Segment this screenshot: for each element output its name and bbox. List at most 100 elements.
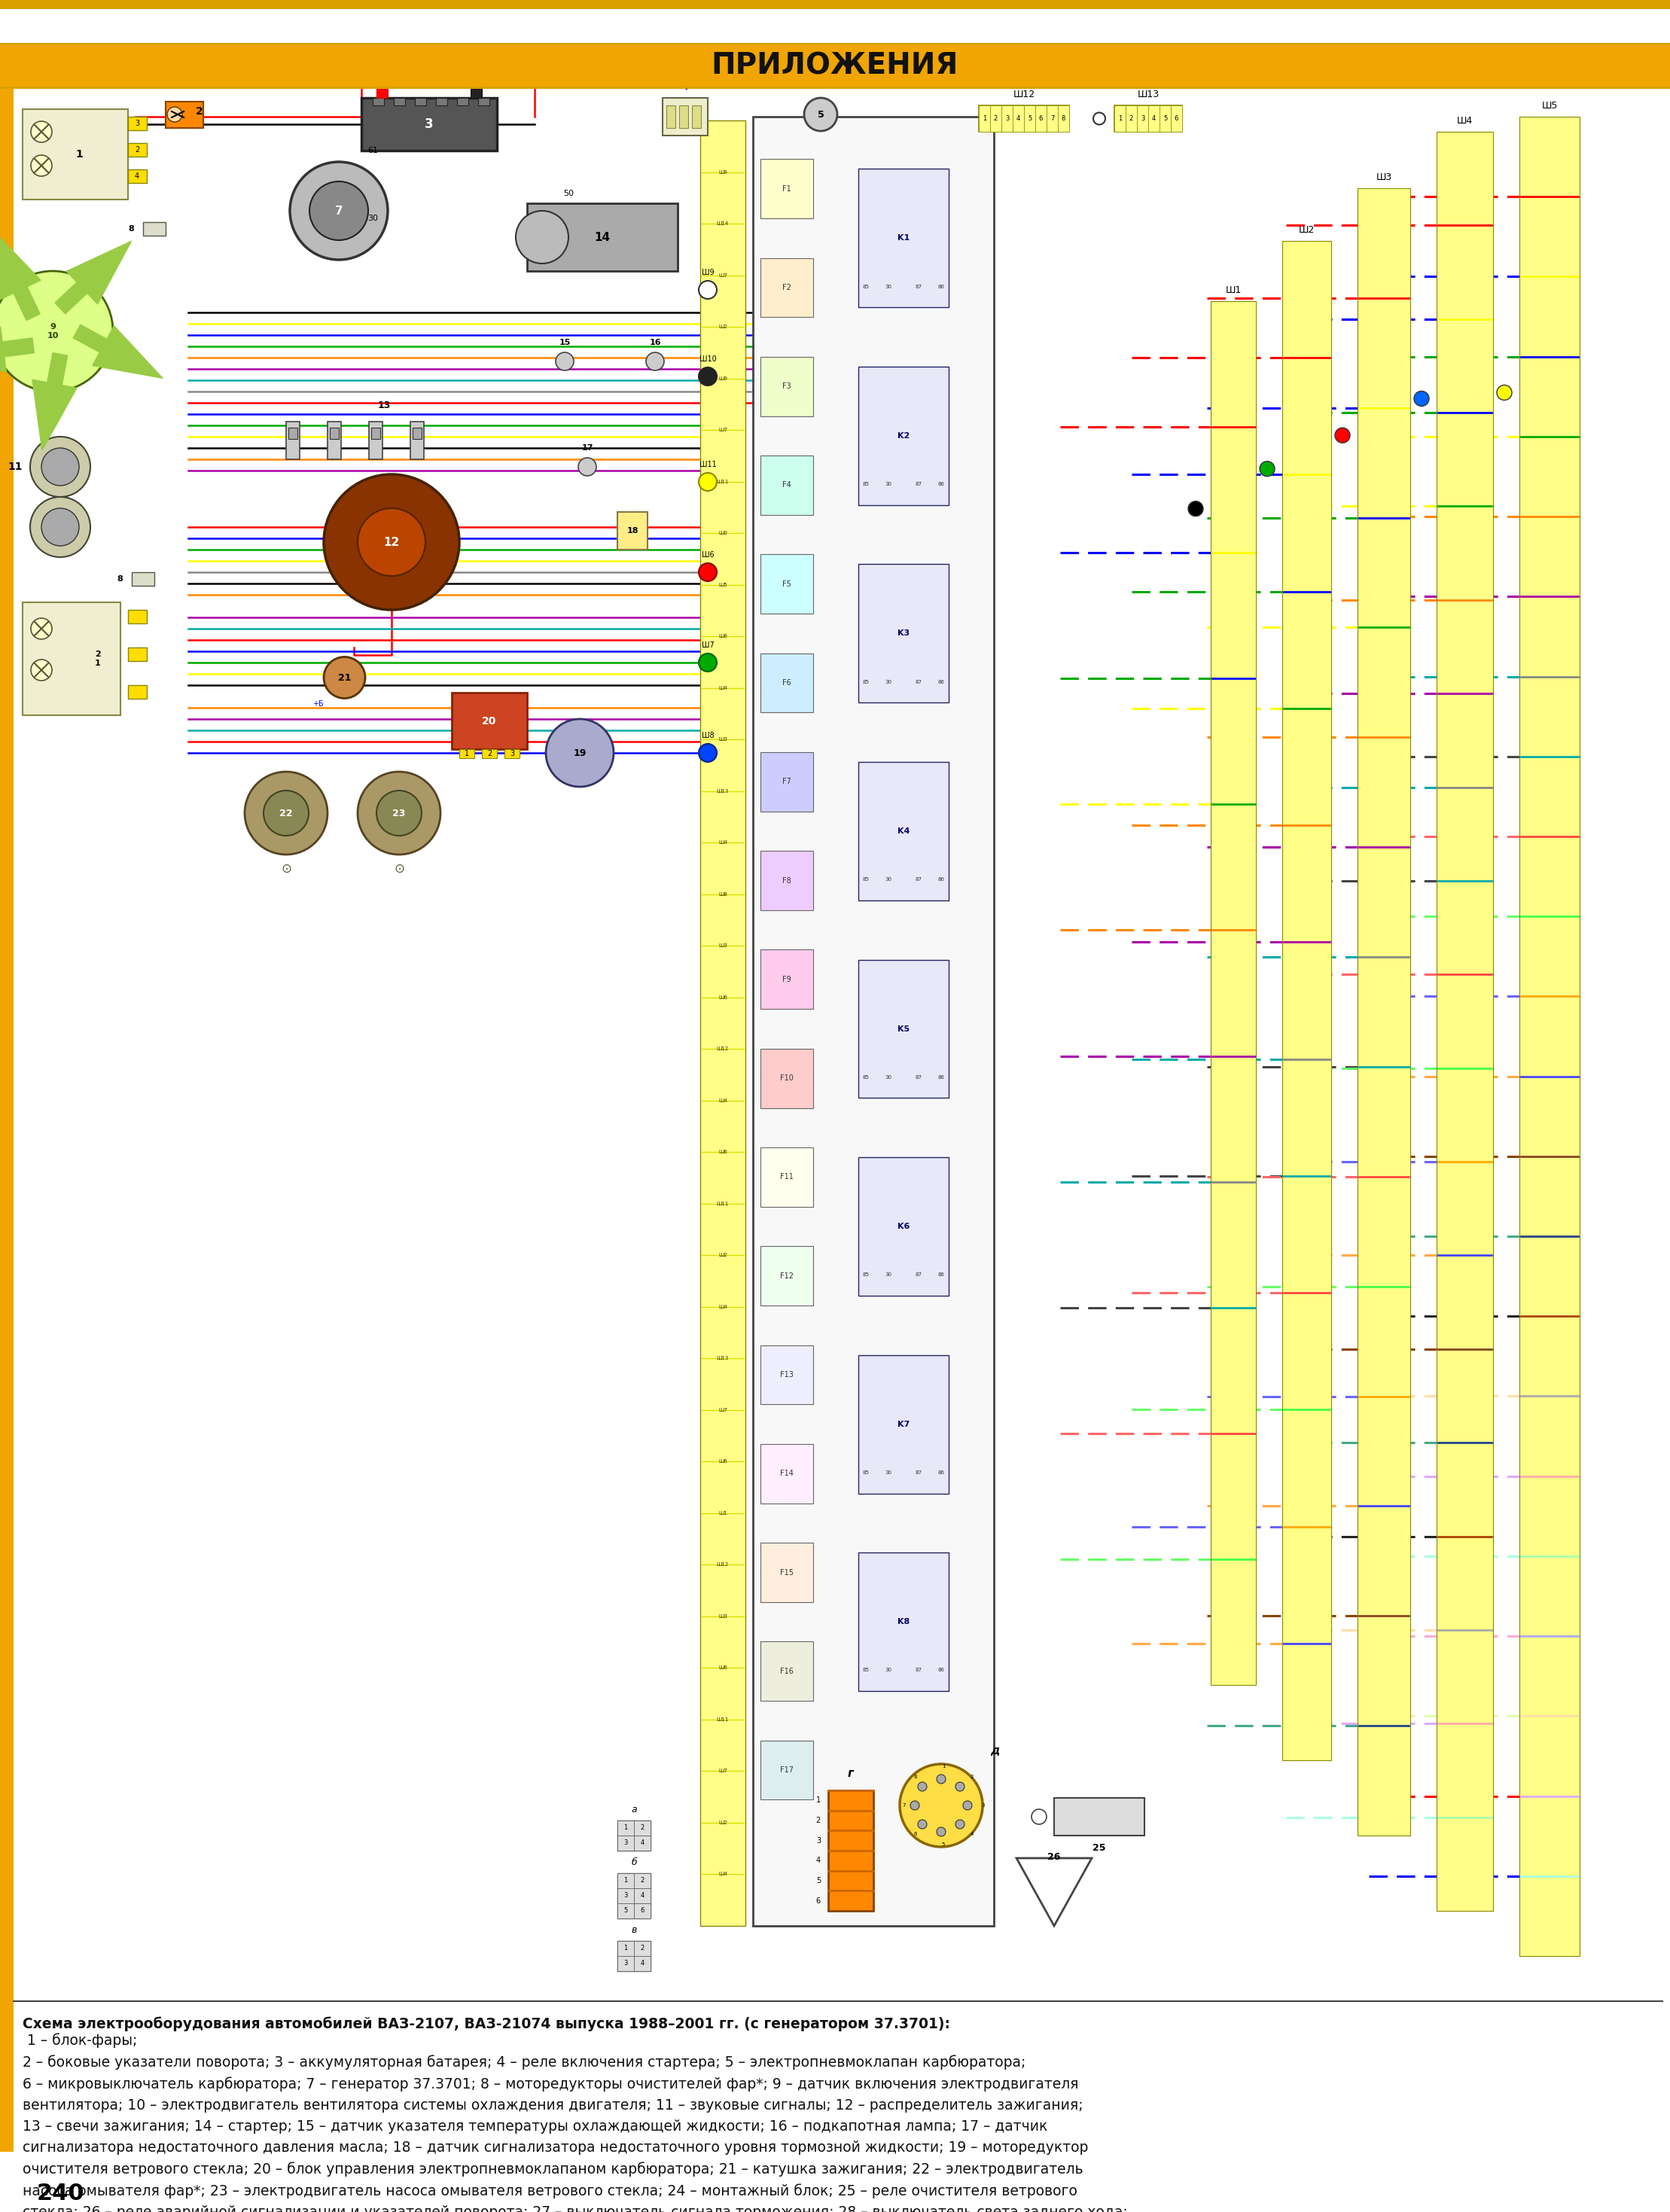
Circle shape — [910, 1801, 919, 1809]
Text: 5: 5 — [1164, 115, 1167, 122]
Text: Ш4: Ш4 — [718, 1305, 726, 1310]
Text: 1: 1 — [817, 1796, 820, 1805]
Circle shape — [42, 449, 78, 487]
Text: 4: 4 — [970, 1832, 974, 1836]
Bar — [129, 170, 147, 184]
Bar — [458, 97, 468, 106]
Bar — [760, 1245, 813, 1305]
Text: 1: 1 — [623, 1825, 628, 1832]
Bar — [635, 1955, 651, 1971]
Bar — [760, 555, 813, 613]
FancyArrow shape — [55, 241, 132, 314]
Text: 3: 3 — [1005, 115, 1009, 122]
Text: Ш6: Ш6 — [718, 635, 726, 639]
Text: 5: 5 — [817, 1878, 820, 1885]
Text: 50: 50 — [563, 190, 574, 197]
Text: 4: 4 — [640, 1960, 645, 1966]
Circle shape — [324, 657, 366, 699]
Bar — [618, 1836, 635, 1851]
Text: Ш3: Ш3 — [718, 737, 726, 741]
Text: 85: 85 — [862, 482, 868, 487]
Text: 30: 30 — [885, 878, 892, 883]
Text: 240: 240 — [37, 2183, 84, 2203]
Bar — [858, 761, 949, 900]
Text: K7: K7 — [897, 1420, 910, 1429]
Circle shape — [245, 772, 327, 854]
Text: Ш13: Ш13 — [1137, 91, 1159, 100]
Bar — [858, 1157, 949, 1296]
Bar — [828, 1790, 873, 1911]
Bar — [1159, 106, 1171, 133]
Text: 87: 87 — [915, 1668, 922, 1672]
Text: F10: F10 — [780, 1075, 793, 1082]
Text: 61: 61 — [367, 146, 377, 155]
Bar — [635, 1902, 651, 1918]
Text: 6: 6 — [913, 1832, 917, 1836]
Text: 20: 20 — [483, 717, 496, 726]
Text: +Б: +Б — [312, 701, 324, 708]
Bar — [471, 86, 483, 97]
Bar — [760, 159, 813, 219]
Bar — [618, 1889, 635, 1902]
Bar — [618, 1955, 635, 1971]
Text: Ш7: Ш7 — [718, 1407, 726, 1411]
Circle shape — [324, 473, 459, 611]
Text: Ш7: Ш7 — [718, 272, 726, 276]
Bar — [327, 422, 341, 460]
Text: 5: 5 — [623, 1907, 628, 1913]
Bar — [165, 102, 204, 128]
Text: 1 – блок-фары;
2 – боковые указатели поворота; 3 – аккумуляторная батарея; 4 – р: 1 – блок-фары; 2 – боковые указатели пов… — [23, 2033, 1127, 2212]
Text: 30: 30 — [885, 1471, 892, 1475]
Text: F5: F5 — [782, 580, 792, 588]
Text: 4: 4 — [681, 82, 688, 93]
Bar — [411, 422, 424, 460]
Text: Ш9: Ш9 — [701, 270, 715, 276]
Circle shape — [900, 1763, 982, 1847]
Bar — [858, 960, 949, 1097]
Text: в: в — [631, 1924, 636, 1936]
Text: 3: 3 — [509, 750, 514, 757]
Text: 1: 1 — [982, 115, 987, 122]
Text: K4: K4 — [897, 827, 910, 834]
Bar — [990, 106, 1002, 133]
Text: K3: K3 — [897, 630, 910, 637]
Circle shape — [30, 659, 52, 681]
Text: 3: 3 — [135, 119, 139, 128]
Bar — [0, 44, 1670, 86]
Bar — [0, 86, 1670, 88]
Text: г: г — [848, 1767, 853, 1778]
Text: б: б — [631, 1858, 636, 1867]
Bar — [760, 259, 813, 316]
Circle shape — [698, 281, 716, 299]
Text: F9: F9 — [782, 975, 792, 982]
Text: 2: 2 — [640, 1878, 645, 1885]
Text: F4: F4 — [782, 482, 792, 489]
Bar — [760, 1741, 813, 1801]
Bar — [129, 144, 147, 157]
Text: Схема электрооборудования автомобилей ВАЗ-2107, ВАЗ-21074 выпуска 1988–2001 гг. : Схема электрооборудования автомобилей ВА… — [23, 2017, 950, 2031]
Bar — [1520, 117, 1580, 1955]
Circle shape — [1187, 502, 1202, 515]
Text: F8: F8 — [782, 876, 792, 885]
Circle shape — [698, 743, 716, 761]
Text: F2: F2 — [782, 283, 792, 292]
Bar — [329, 427, 339, 438]
Text: 3: 3 — [817, 1836, 820, 1845]
Text: 4: 4 — [135, 173, 139, 179]
Bar — [979, 106, 990, 133]
Text: Ш6: Ш6 — [718, 995, 726, 1000]
Text: F15: F15 — [780, 1568, 793, 1577]
Text: F7: F7 — [782, 779, 792, 785]
Text: 86: 86 — [939, 482, 945, 487]
Bar — [979, 106, 1069, 133]
Bar — [760, 653, 813, 712]
Circle shape — [955, 1783, 965, 1792]
Bar — [414, 97, 426, 106]
Bar — [1283, 241, 1331, 1761]
Text: 85: 85 — [862, 285, 868, 290]
Bar — [371, 427, 381, 438]
Circle shape — [1496, 385, 1511, 400]
Circle shape — [578, 458, 596, 476]
Bar — [376, 86, 387, 97]
Circle shape — [30, 498, 90, 557]
